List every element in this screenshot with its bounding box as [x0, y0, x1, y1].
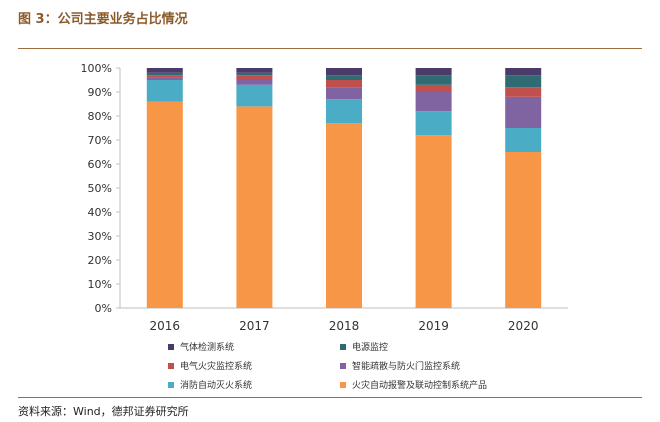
y-tick-label: 30% — [88, 230, 112, 243]
bar-segment — [415, 92, 452, 112]
bar-segment — [415, 75, 452, 85]
legend-item: 火灾自动报警及联动控制系统产品 — [340, 378, 487, 391]
legend-label: 电气火灾监控系统 — [180, 362, 253, 372]
legend-item: 消防自动灭火系统 — [168, 378, 252, 391]
bar-segment — [146, 68, 183, 73]
legend-swatch — [340, 343, 346, 350]
bar-segment — [236, 106, 273, 309]
bar-segment — [146, 75, 183, 78]
legend-label: 火灾自动报警及联动控制系统产品 — [352, 381, 488, 391]
bar-segment — [236, 80, 273, 85]
y-tick-label: 90% — [88, 86, 112, 99]
bar-segment — [505, 75, 542, 88]
bar-segment — [326, 75, 362, 80]
bar-segment — [146, 77, 183, 80]
legend-item: 电源监控 — [340, 340, 388, 353]
bar-segment — [505, 68, 542, 76]
y-tick-label: 70% — [88, 134, 112, 147]
legend-swatch — [340, 381, 346, 388]
legend-swatch — [168, 381, 174, 388]
bar-segment — [415, 111, 452, 136]
figure-title: 图 3：公司主要业务占比情况 — [18, 12, 188, 27]
legend-label: 智能疏散与防火门监控系统 — [352, 362, 461, 372]
top-rule — [18, 48, 642, 49]
bar-segment — [146, 101, 183, 308]
bottom-rule — [18, 397, 642, 398]
stacked-bar-chart: 0% 10% 20% 30% 40% 50% 60% 70% 80% 90% 100% 2016 201… — [81, 62, 568, 333]
bar-segment — [146, 72, 183, 76]
source-note: 资料来源：Wind，德邦证券研究所 — [18, 405, 189, 418]
y-tick-label: 0% — [95, 302, 112, 315]
bar-segment — [505, 87, 542, 97]
bar-segment — [236, 84, 273, 107]
legend-label: 消防自动灭火系统 — [180, 381, 253, 391]
bar-segment — [415, 135, 452, 308]
bar-segment — [236, 75, 273, 80]
y-tick-label: 60% — [88, 158, 112, 171]
x-tick-label: 2020 — [508, 319, 539, 333]
legend-label: 电源监控 — [352, 343, 389, 353]
x-tick-label: 2017 — [239, 319, 270, 333]
bar-segment — [505, 128, 542, 152]
bar-segment — [326, 87, 362, 100]
x-tick-label: 2019 — [418, 319, 449, 333]
y-tick-label: 40% — [88, 206, 112, 219]
bar-segment — [326, 123, 362, 308]
bar-segment — [505, 96, 542, 128]
x-tick-label: 2016 — [150, 319, 181, 333]
bar-segment — [236, 68, 273, 73]
y-tick-label: 80% — [88, 110, 112, 123]
y-tick-label: 10% — [88, 278, 112, 291]
legend-swatch — [340, 362, 346, 369]
legend-item: 电气火灾监控系统 — [168, 359, 252, 372]
legend-swatch — [168, 362, 174, 369]
bar-segment — [326, 80, 362, 88]
bar-segment — [505, 152, 542, 308]
bar-segment — [415, 84, 452, 92]
legend-label: 气体检测系统 — [180, 343, 235, 353]
bar-segment — [326, 68, 362, 76]
bar-segment — [415, 68, 452, 76]
legend-swatch — [168, 343, 174, 350]
legend-item: 智能疏散与防火门监控系统 — [340, 359, 460, 372]
bar-segment — [236, 72, 273, 76]
x-tick-label: 2018 — [329, 319, 360, 333]
bar-segment — [146, 80, 183, 102]
y-tick-label: 50% — [88, 182, 112, 195]
bar-segment — [326, 99, 362, 124]
y-tick-label: 20% — [88, 254, 112, 267]
legend-item: 气体检测系统 — [168, 340, 234, 353]
y-tick-label: 100% — [81, 62, 112, 75]
